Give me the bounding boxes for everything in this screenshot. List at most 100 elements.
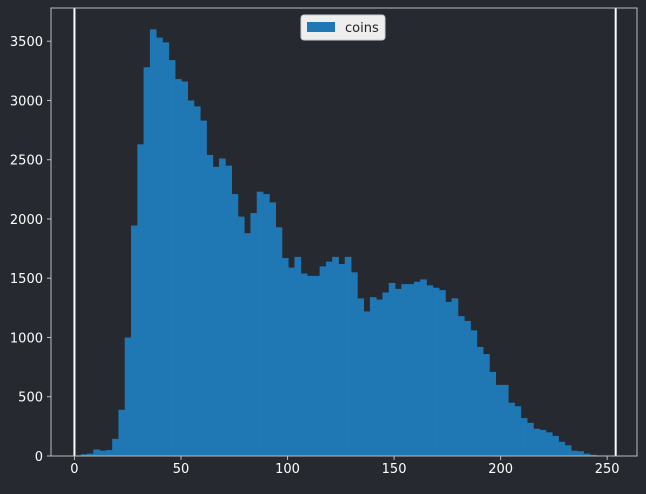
histogram-bar — [564, 445, 572, 456]
histogram-bar — [294, 256, 302, 456]
histogram-bar — [508, 402, 515, 456]
histogram-bar — [281, 258, 289, 456]
histogram-bar — [520, 418, 528, 456]
histogram-bar — [382, 292, 390, 456]
histogram-bar — [514, 406, 522, 456]
histogram-bar — [369, 297, 377, 456]
x-tick-label: 250 — [595, 462, 620, 477]
histogram-bar — [275, 227, 283, 456]
histogram-bar — [413, 281, 421, 456]
histogram-bar — [545, 432, 553, 456]
histogram-bar — [288, 267, 295, 456]
vertical-marker-lines — [73, 8, 617, 456]
histogram-bar — [445, 301, 453, 456]
y-tick-label: 3000 — [10, 94, 43, 109]
histogram-bar — [395, 288, 402, 456]
x-tick-label: 200 — [488, 462, 513, 477]
histogram-bar — [263, 194, 270, 456]
histogram-bar — [476, 346, 484, 456]
axes-frame — [50, 7, 638, 457]
histogram-bar — [118, 409, 126, 456]
histogram-bar — [552, 435, 559, 456]
x-tick-label: 0 — [70, 462, 78, 477]
legend: coins — [300, 14, 386, 41]
histogram-bar — [583, 453, 591, 456]
histogram-bar — [464, 320, 471, 456]
histogram-bar — [420, 279, 427, 456]
histogram-bar — [501, 384, 509, 456]
histogram-bar — [533, 428, 541, 456]
histogram-bar — [162, 42, 170, 457]
histogram-bar — [325, 261, 333, 456]
y-tick-label: 500 — [18, 391, 43, 406]
histogram-bar — [401, 284, 409, 456]
histogram-bar — [357, 298, 365, 456]
histogram-bar — [93, 449, 100, 456]
histogram-bar — [571, 450, 578, 456]
histogram-bar — [250, 213, 258, 456]
histogram-bar — [558, 441, 566, 456]
histogram-bar — [231, 194, 239, 456]
histogram-bar — [256, 191, 264, 456]
y-axis: 0 500 1000 1500 2000 2500 3000 3500 — [10, 35, 51, 465]
histogram-bar — [527, 422, 534, 456]
histogram-bar — [483, 354, 490, 456]
histogram-bar — [200, 120, 207, 456]
histogram-bar — [426, 285, 434, 456]
histogram-bar — [332, 256, 339, 456]
histogram-bar — [219, 158, 226, 456]
histogram-bar — [168, 60, 176, 457]
histogram-bar — [193, 106, 201, 457]
histogram-bar — [457, 316, 465, 456]
histogram-bar — [307, 275, 314, 456]
legend-label: coins — [345, 21, 379, 36]
histogram-bar — [338, 264, 346, 456]
histogram-bar — [206, 154, 214, 456]
histogram-bar — [124, 337, 132, 456]
histogram-bar — [577, 451, 585, 456]
bar-series — [74, 29, 603, 457]
histogram-bar — [87, 453, 94, 456]
histogram-bar — [313, 275, 320, 456]
histogram-bar — [407, 284, 415, 456]
y-tick-label: 1500 — [10, 272, 43, 287]
x-tick-label: 150 — [382, 462, 407, 477]
legend-swatch — [307, 22, 335, 32]
y-tick-label: 2000 — [10, 213, 43, 228]
histogram-bar — [237, 216, 245, 456]
histogram-bar — [539, 429, 547, 456]
histogram-bar — [451, 298, 459, 456]
histogram-bar — [344, 256, 352, 456]
histogram-bar — [319, 266, 327, 456]
y-tick-label: 0 — [35, 450, 43, 465]
histogram-bar — [489, 371, 497, 456]
histogram-bar — [351, 272, 358, 456]
histogram-bar — [156, 37, 163, 456]
histogram-bar — [175, 79, 182, 457]
histogram-bar — [112, 438, 119, 456]
histogram-bar — [432, 287, 440, 456]
y-tick-label: 2500 — [10, 154, 43, 169]
x-axis: 0 50 100 150 200 250 — [70, 456, 620, 477]
x-tick-label: 50 — [173, 462, 190, 477]
histogram-bar — [80, 454, 88, 456]
y-tick-label: 3500 — [10, 35, 43, 50]
histogram-bar — [269, 202, 276, 456]
histogram-bar — [99, 450, 107, 456]
histogram-bar — [187, 100, 195, 456]
histogram-bar — [244, 233, 251, 456]
histogram-bar — [225, 165, 232, 456]
histogram-bar — [470, 330, 478, 456]
histogram-bar — [149, 29, 157, 457]
histogram-bar — [495, 384, 503, 456]
histogram-bar — [363, 311, 371, 456]
y-tick-label: 1000 — [10, 331, 43, 346]
histogram-bar — [300, 273, 308, 456]
histogram-bar — [388, 282, 396, 456]
legend-box — [300, 14, 386, 41]
x-tick-label: 100 — [275, 462, 300, 477]
histogram-bar — [589, 454, 597, 456]
histogram-bar — [439, 290, 446, 456]
